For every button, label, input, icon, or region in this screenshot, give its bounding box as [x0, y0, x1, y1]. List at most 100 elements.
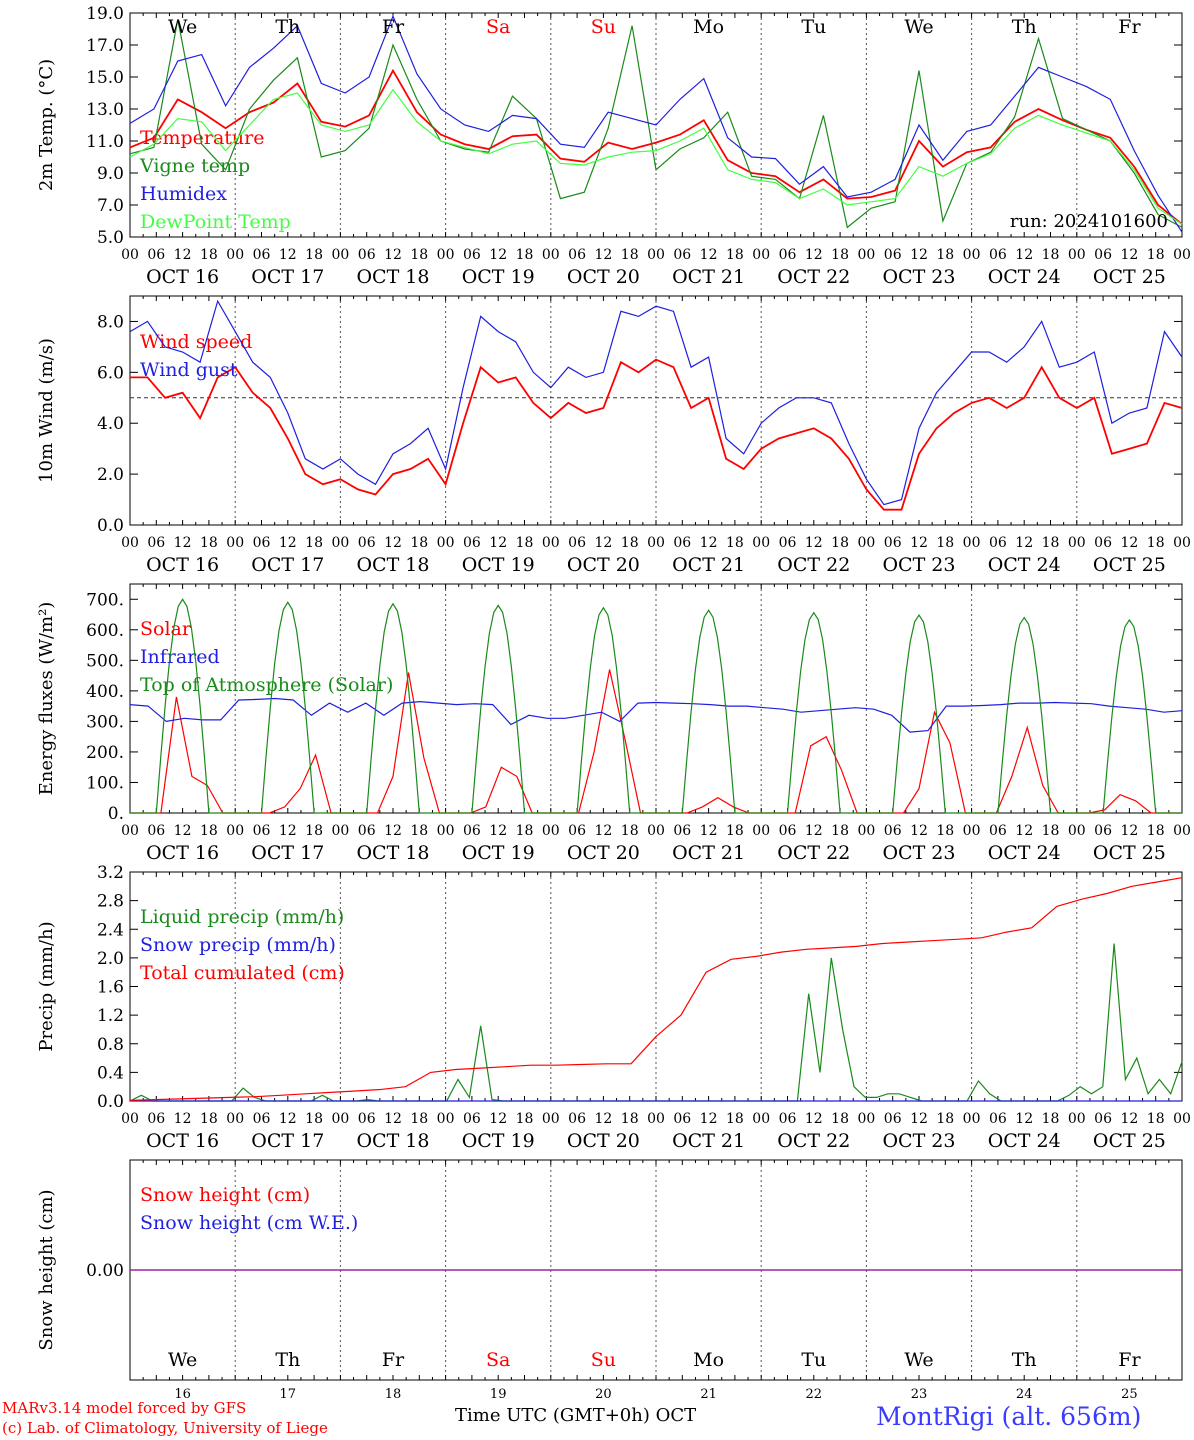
- x-hour-label: 00: [331, 247, 349, 263]
- x-hour-label: 00: [647, 1111, 665, 1127]
- x-hour-label: 00: [542, 535, 560, 551]
- x-hour-label: 00: [542, 1111, 560, 1127]
- model-credit-line2: (c) Lab. of Climatology, University of L…: [2, 1419, 328, 1437]
- day-name: Su: [591, 16, 616, 38]
- legend-entry: Liquid precip (mm/h): [140, 906, 344, 928]
- x-date-label: OCT 17: [251, 1130, 324, 1152]
- day-number: 17: [280, 1387, 297, 1402]
- x-hour-label: 18: [726, 1111, 744, 1127]
- x-hour-label: 06: [884, 823, 902, 839]
- x-hour-label: 00: [647, 535, 665, 551]
- x-hour-label: 06: [779, 823, 797, 839]
- day-name-bottom: Tu: [801, 1349, 826, 1371]
- x-hour-label: 06: [147, 247, 165, 263]
- x-date-label: OCT 22: [777, 554, 850, 576]
- y-tick-label: 2.4: [97, 920, 124, 940]
- x-hour-label: 06: [673, 247, 691, 263]
- x-hour-label: 06: [1094, 535, 1112, 551]
- y-tick-label: 5.0: [97, 228, 124, 248]
- x-hour-label: 06: [253, 535, 271, 551]
- x-hour-label: 12: [279, 247, 297, 263]
- x-hour-label: 06: [884, 247, 902, 263]
- x-hour-label: 18: [621, 247, 639, 263]
- x-hour-label: 00: [963, 535, 981, 551]
- x-hour-label: 06: [463, 1111, 481, 1127]
- x-hour-label: 00: [1173, 823, 1191, 839]
- x-hour-label: 06: [253, 823, 271, 839]
- x-hour-label: 06: [463, 247, 481, 263]
- x-hour-label: 00: [963, 247, 981, 263]
- y-tick-label: 7.0: [97, 196, 124, 216]
- x-hour-label: 00: [437, 535, 455, 551]
- x-hour-label: 00: [857, 247, 875, 263]
- x-hour-label: 18: [936, 535, 954, 551]
- x-date-label: OCT 19: [462, 554, 535, 576]
- x-hour-label: 18: [305, 247, 323, 263]
- x-hour-label: 18: [200, 823, 218, 839]
- x-hour-label: 18: [1147, 247, 1165, 263]
- day-name-bottom: We: [168, 1349, 197, 1371]
- x-hour-label: 18: [726, 823, 744, 839]
- x-hour-label: 12: [1015, 1111, 1033, 1127]
- x-hour-label: 12: [700, 247, 718, 263]
- x-hour-label: 00: [226, 535, 244, 551]
- x-hour-label: 18: [516, 535, 534, 551]
- x-hour-label: 00: [331, 823, 349, 839]
- x-hour-label: 06: [673, 1111, 691, 1127]
- x-date-label: OCT 24: [988, 266, 1061, 288]
- x-hour-label: 00: [542, 247, 560, 263]
- x-hour-label: 12: [174, 247, 192, 263]
- x-hour-label: 06: [1094, 823, 1112, 839]
- x-date-label: OCT 24: [988, 842, 1061, 864]
- x-hour-label: 18: [726, 247, 744, 263]
- x-hour-label: 18: [1147, 823, 1165, 839]
- y-tick-label: 13.0: [86, 100, 124, 120]
- x-hour-label: 12: [279, 1111, 297, 1127]
- y-tick-label: 15.0: [86, 68, 124, 88]
- x-date-label: OCT 19: [462, 842, 535, 864]
- day-number: 23: [911, 1387, 928, 1402]
- x-hour-label: 12: [489, 823, 507, 839]
- day-number: 19: [490, 1387, 507, 1402]
- x-date-label: OCT 23: [882, 554, 955, 576]
- y-tick-label: 8.0: [97, 312, 124, 332]
- x-hour-label: 12: [489, 535, 507, 551]
- x-hour-label: 12: [174, 1111, 192, 1127]
- x-date-label: OCT 25: [1093, 266, 1166, 288]
- x-hour-label: 12: [805, 1111, 823, 1127]
- y-tick-label: 11.0: [86, 132, 124, 152]
- y-tick-label: 0.00: [86, 1261, 124, 1281]
- x-hour-label: 00: [752, 535, 770, 551]
- x-hour-label: 06: [989, 247, 1007, 263]
- x-hour-label: 18: [305, 823, 323, 839]
- x-hour-label: 06: [358, 247, 376, 263]
- x-hour-label: 12: [384, 247, 402, 263]
- x-hour-label: 12: [805, 823, 823, 839]
- x-date-label: OCT 25: [1093, 1130, 1166, 1152]
- y-tick-label: 2.8: [97, 892, 124, 912]
- x-date-label: OCT 20: [567, 1130, 640, 1152]
- x-date-label: OCT 25: [1093, 554, 1166, 576]
- x-hour-label: 12: [1015, 247, 1033, 263]
- x-hour-label: 12: [1015, 535, 1033, 551]
- legend-entry: Solar: [140, 618, 192, 640]
- x-hour-label: 06: [673, 535, 691, 551]
- day-name-bottom: Th: [1012, 1349, 1037, 1371]
- series-line-top-of-atmosphere-solar: [130, 598, 1182, 814]
- y-axis-label: Energy fluxes (W/m²): [36, 602, 57, 796]
- y-tick-label: 100.: [86, 773, 124, 793]
- x-date-label: OCT 21: [672, 554, 745, 576]
- x-hour-label: 00: [857, 535, 875, 551]
- x-hour-label: 00: [752, 1111, 770, 1127]
- x-hour-label: 00: [226, 823, 244, 839]
- x-hour-label: 06: [463, 535, 481, 551]
- x-hour-label: 06: [358, 535, 376, 551]
- x-hour-label: 18: [831, 823, 849, 839]
- y-tick-label: 700.: [86, 590, 124, 610]
- day-name: Mo: [693, 16, 724, 38]
- x-hour-label: 18: [1042, 823, 1060, 839]
- x-hour-label: 18: [410, 535, 428, 551]
- x-date-label: OCT 21: [672, 842, 745, 864]
- x-hour-label: 18: [726, 535, 744, 551]
- x-hour-label: 00: [647, 823, 665, 839]
